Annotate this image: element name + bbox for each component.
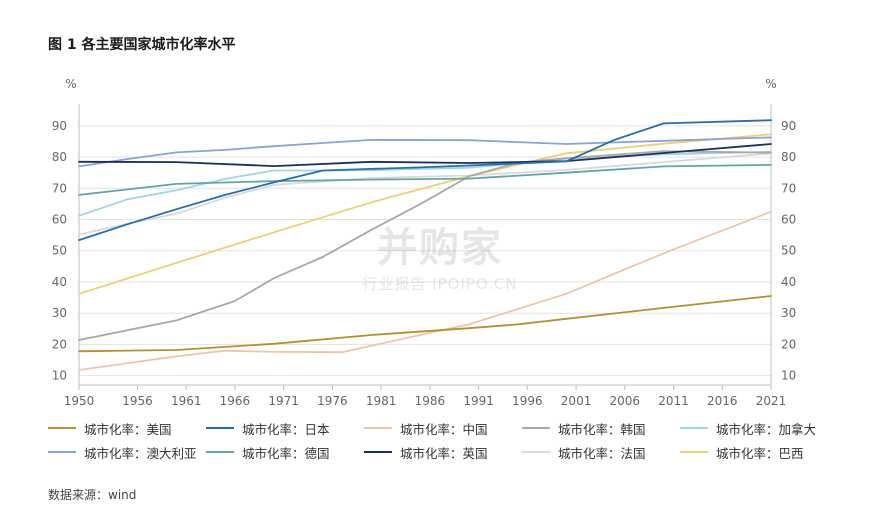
legend-swatch bbox=[206, 427, 234, 429]
legend-swatch bbox=[206, 451, 234, 453]
legend-item: 城市化率：美国 bbox=[48, 420, 206, 437]
legend-item: 城市化率：韩国 bbox=[522, 420, 680, 437]
y-tick-label-left: 60 bbox=[52, 213, 67, 227]
legend-label: 城市化率：韩国 bbox=[558, 421, 646, 437]
y-tick-label-right: 10 bbox=[781, 369, 796, 383]
legend-label: 城市化率：日本 bbox=[242, 421, 330, 437]
legend-item: 城市化率：巴西 bbox=[680, 444, 838, 461]
x-tick-label: 2016 bbox=[707, 394, 738, 408]
series-lines bbox=[78, 119, 772, 371]
legend-swatch bbox=[364, 451, 392, 453]
x-tick-label: 1986 bbox=[415, 394, 446, 408]
series-line-1 bbox=[78, 119, 772, 242]
axes bbox=[78, 104, 772, 390]
x-tick-label: 1996 bbox=[512, 394, 543, 408]
y-tick-label-left: 70 bbox=[52, 181, 67, 195]
tick-labels: 10 10 20 20 30 30 40 40 50 50 60 60 70 70 80 80 90 90% % 19… bbox=[52, 77, 797, 408]
legend-item: 城市化率：法国 bbox=[522, 444, 680, 461]
legend-label: 城市化率：澳大利亚 bbox=[84, 445, 197, 461]
series-line-2 bbox=[78, 210, 772, 371]
legend-label: 城市化率：加拿大 bbox=[716, 421, 817, 437]
y-tick-label-right: 20 bbox=[781, 337, 796, 351]
y-tick-label-left: 90 bbox=[52, 119, 67, 133]
legend-label: 城市化率：法国 bbox=[558, 445, 646, 461]
series-line-6 bbox=[78, 163, 772, 196]
grid-lines bbox=[79, 125, 771, 377]
series-line-3 bbox=[78, 150, 772, 341]
x-tick-label: 1966 bbox=[220, 394, 251, 408]
y-tick-label-left: 10 bbox=[52, 369, 67, 383]
legend-label: 城市化率：巴西 bbox=[716, 445, 804, 461]
y-tick-label-right: 70 bbox=[781, 181, 796, 195]
legend-label: 城市化率：美国 bbox=[84, 421, 172, 437]
x-tick-label: 1991 bbox=[463, 394, 494, 408]
y-tick-label-right: 50 bbox=[781, 244, 796, 258]
series-line-7 bbox=[78, 143, 772, 168]
x-tick-label: 2006 bbox=[610, 394, 641, 408]
legend-item: 城市化率：加拿大 bbox=[680, 420, 838, 437]
x-tick-label: 1971 bbox=[268, 394, 299, 408]
series-line-0 bbox=[78, 295, 772, 353]
x-tick-label: 1976 bbox=[317, 394, 348, 408]
y-tick-label-left: 20 bbox=[52, 337, 67, 351]
x-tick-label: 1956 bbox=[122, 394, 153, 408]
series-line-9 bbox=[78, 133, 772, 295]
y-tick-label-left: 50 bbox=[52, 244, 67, 258]
y-unit-left: % bbox=[65, 77, 76, 91]
y-tick-label-right: 40 bbox=[781, 275, 796, 289]
y-unit-right: % bbox=[765, 77, 776, 91]
legend-swatch bbox=[364, 427, 392, 429]
x-tick-label: 1950 bbox=[64, 394, 95, 408]
x-tick-label: 2011 bbox=[658, 394, 689, 408]
legend-swatch bbox=[522, 451, 550, 453]
y-tick-label-right: 30 bbox=[781, 306, 796, 320]
x-tick-label: 2021 bbox=[756, 394, 787, 408]
x-tick-label: 1981 bbox=[366, 394, 397, 408]
data-source: 数据来源：wind bbox=[48, 488, 137, 502]
legend-label: 城市化率：中国 bbox=[400, 421, 488, 437]
y-tick-label-left: 40 bbox=[52, 275, 67, 289]
y-tick-label-right: 90 bbox=[781, 119, 796, 133]
y-tick-label-left: 30 bbox=[52, 306, 67, 320]
legend-swatch bbox=[680, 427, 708, 429]
series-line-8 bbox=[78, 152, 772, 236]
legend-swatch bbox=[522, 427, 550, 429]
legend-item: 城市化率：英国 bbox=[364, 444, 522, 461]
legend-item: 城市化率：德国 bbox=[206, 444, 364, 461]
legend-label: 城市化率：德国 bbox=[242, 445, 330, 461]
legend: 城市化率：美国 城市化率：日本 城市化率：中国 城市化率：韩国 城市化率：加拿大 城市化率… bbox=[48, 420, 838, 461]
x-tick-label: 1961 bbox=[171, 394, 202, 408]
y-tick-label-right: 60 bbox=[781, 213, 796, 227]
x-tick-label: 2001 bbox=[561, 394, 592, 408]
legend-label: 城市化率：英国 bbox=[400, 445, 488, 461]
y-tick-label-right: 80 bbox=[781, 150, 796, 164]
legend-item: 城市化率：日本 bbox=[206, 420, 364, 437]
legend-item: 城市化率：中国 bbox=[364, 420, 522, 437]
series-line-5 bbox=[78, 136, 772, 168]
chart-title: 图 1 各主要国家城市化率水平 bbox=[48, 37, 236, 53]
legend-swatch bbox=[680, 451, 708, 453]
y-tick-label-left: 80 bbox=[52, 150, 67, 164]
legend-swatch bbox=[48, 451, 76, 453]
legend-item: 城市化率：澳大利亚 bbox=[48, 444, 206, 461]
legend-swatch bbox=[48, 427, 76, 429]
